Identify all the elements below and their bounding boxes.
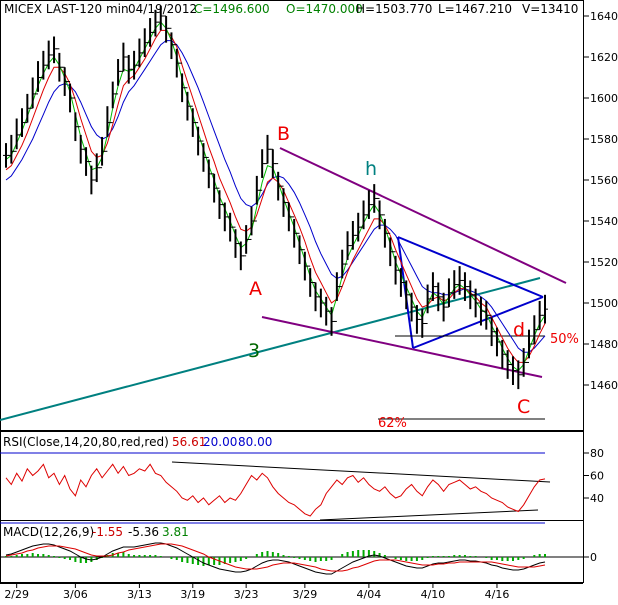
date-tick-label: 3/13: [127, 588, 152, 601]
header-close: C=1496.600: [194, 2, 270, 16]
price-ytick-label: 1560: [590, 174, 618, 187]
macd-value-1: -1.55: [92, 525, 123, 539]
macd-value-2: -5.36: [128, 525, 159, 539]
rsi-value: 56.61: [172, 435, 206, 449]
rsi-ytick-label: 40: [590, 492, 604, 505]
price-ytick-label: 1500: [590, 297, 618, 310]
date-tick-label: 4/10: [421, 588, 446, 601]
fib-50-label: 50%: [550, 332, 579, 347]
date-tick-label: 3/06: [63, 588, 88, 601]
macd-ytick-label: 0: [590, 551, 597, 564]
macd-signal-line: [5, 543, 546, 572]
date-tick-label: 3/19: [180, 588, 205, 601]
header-high: H=1503.770: [356, 2, 432, 16]
header-low: L=1467.210: [438, 2, 512, 16]
axis-labels: 1640 1620 1600 1580 1560 1540 1520 1500 1480 1460…: [4, 10, 618, 601]
macd-series: [5, 542, 546, 575]
trendline-3: [0, 277, 541, 421]
price-ytick-label: 1520: [590, 256, 618, 269]
rsi-ytick-label: 60: [590, 470, 604, 483]
price-ytick-label: 1580: [590, 133, 618, 146]
date-tick-label: 2/29: [4, 588, 29, 601]
triangle-upper-line: [397, 236, 544, 298]
price-ytick-label: 1640: [590, 10, 618, 23]
price-ytick-label: 1480: [590, 338, 618, 351]
wave-label-A: A: [249, 278, 262, 300]
channel-lower-line: [261, 316, 543, 378]
date-tick-label: 3/23: [234, 588, 259, 601]
wave-label-3: 3: [248, 340, 260, 362]
wave-label-B: B: [277, 123, 290, 145]
header-symbol: MICEX LAST-120 min: [4, 2, 129, 16]
wave-label-d: d: [513, 319, 525, 341]
rsi-high-level: 80.00: [238, 435, 272, 449]
macd-line: [5, 542, 546, 575]
rsi-label: RSI(Close,14,20,80,red,red): [3, 435, 169, 449]
date-tick-label: 4/04: [357, 588, 382, 601]
header-volume: V=13410: [522, 2, 578, 16]
price-bars: [3, 5, 548, 390]
price-ytick-label: 1540: [590, 215, 618, 228]
ma-slow-line: [5, 40, 546, 353]
rsi-ytick-label: 80: [590, 447, 604, 460]
triangle-lower-line: [412, 296, 544, 349]
price-ytick-label: 1600: [590, 92, 618, 105]
fib-62-label: 62%: [378, 416, 407, 431]
rsi-low-level: 20.00: [203, 435, 237, 449]
price-ytick-label: 1460: [590, 379, 618, 392]
channel-upper-line: [279, 147, 567, 284]
rsi-upper-trendline: [171, 461, 551, 483]
price-panel-frame: [0, 0, 584, 431]
wave-label-C: C: [517, 396, 530, 418]
ma-mid-line: [5, 29, 546, 363]
rsi-line: [5, 463, 546, 517]
ma-fast-line: [5, 21, 546, 372]
macd-label: MACD(12,26,9): [3, 525, 94, 539]
header-date: 04/19/2012: [128, 2, 197, 16]
date-tick-label: 3/29: [292, 588, 317, 601]
wave-label-h: h: [365, 158, 377, 180]
rsi-lower-trendline: [319, 509, 539, 521]
header-open: O=1470.000: [286, 2, 363, 16]
date-tick-label: 4/16: [485, 588, 510, 601]
rsi-series: [5, 463, 546, 517]
macd-value-3: 3.81: [162, 525, 189, 539]
moving-averages: [5, 21, 546, 372]
price-ytick-label: 1620: [590, 51, 618, 64]
